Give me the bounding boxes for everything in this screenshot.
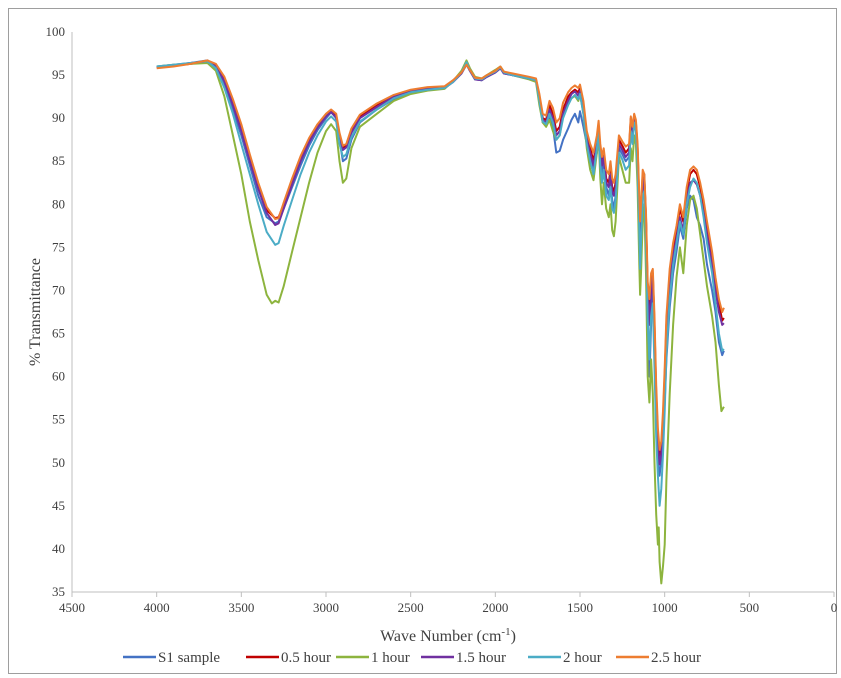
series-lines <box>156 59 725 585</box>
y-tick-label: 40 <box>52 541 65 556</box>
y-tick-label: 45 <box>52 498 65 513</box>
x-tick-label: 0 <box>831 600 838 615</box>
y-tick-label: 95 <box>52 67 65 82</box>
y-tick-label: 55 <box>52 412 65 427</box>
x-tick-label: 500 <box>740 600 760 615</box>
y-tick-label: 50 <box>52 455 65 470</box>
x-tick-label: 1000 <box>652 600 678 615</box>
legend-label: 2.5 hour <box>651 650 701 666</box>
legend-label: 0.5 hour <box>281 650 331 666</box>
legend-label: 2 hour <box>563 650 602 666</box>
x-axis-title-superscript: -1 <box>501 626 510 638</box>
x-tick-label: 2500 <box>398 600 424 615</box>
x-tick-label: 4500 <box>59 600 85 615</box>
y-tick-label: 60 <box>52 369 65 384</box>
legend-label: 1.5 hour <box>456 650 506 666</box>
y-axis-title: % Transmittance <box>27 258 44 366</box>
y-tick-label: 90 <box>52 110 65 125</box>
legend-label: 1 hour <box>371 650 410 666</box>
y-tick-label: 100 <box>46 24 66 39</box>
x-axis-title-main: Wave Number (cm <box>380 628 502 645</box>
x-tick-label: 2000 <box>482 600 508 615</box>
x-tick-label: 3500 <box>228 600 254 615</box>
x-axis-title-close: ) <box>511 628 516 645</box>
y-tick-label: 75 <box>52 239 65 254</box>
series-line-2-5-hour <box>156 59 725 451</box>
axes-group: 4500 4000 3500 3000 2500 2000 1500 1000 500 0 35 40… <box>46 24 838 615</box>
x-tick-label: 4000 <box>144 600 170 615</box>
series-line-2-hour <box>156 60 725 507</box>
y-tick-label: 80 <box>52 196 65 211</box>
chart-border <box>8 8 837 674</box>
y-tick-label: 65 <box>52 326 65 341</box>
legend: S1 sample 0.5 hour 1 hour 1.5 hour 2 hour 2.5… <box>123 650 701 666</box>
legend-label: S1 sample <box>158 650 220 666</box>
y-tick-label: 70 <box>52 282 65 297</box>
y-tick-label: 35 <box>52 584 65 599</box>
x-tick-label: 3000 <box>313 600 339 615</box>
y-tick-label: 85 <box>52 153 65 168</box>
x-axis-title: Wave Number (cm-1) <box>380 626 516 645</box>
x-tick-label: 1500 <box>567 600 593 615</box>
